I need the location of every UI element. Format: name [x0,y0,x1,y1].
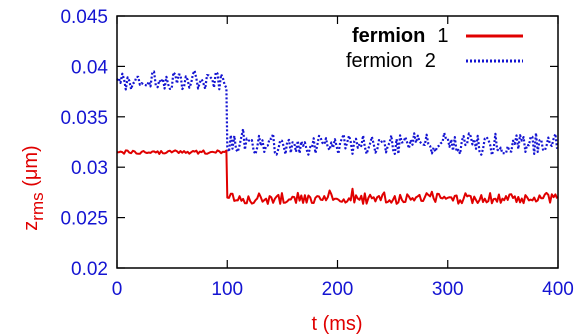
series-layer [116,69,559,205]
x-tick-label: 0 [112,279,123,300]
x-tick-label: 400 [542,279,574,300]
y-tick-label: 0.035 [60,108,108,129]
y-axis-label-main: z [20,221,42,231]
series-line-2 [116,69,559,157]
y-tick-label: 0.045 [60,7,108,28]
legend-label-series-1-index: 1 [437,25,448,47]
y-tick-label: 0.03 [71,158,108,179]
y-axis-label-unit: (μm) [20,145,42,192]
series-line-1 [117,149,559,205]
x-axis-ticks: 0 100 200 300 400 [112,16,574,300]
y-tick-label: 0.04 [71,57,108,78]
legend-label-series-2: fermion 2 [346,50,436,72]
legend-label-series-2-index: 2 [425,50,436,72]
y-tick-label: 0.02 [71,259,108,280]
legend: fermion 1 fermion 2 [346,25,523,72]
y-axis-label-subscript: rms [28,192,47,220]
legend-label-series-1: fermion 1 [352,25,448,47]
y-tick-label: 0.025 [60,209,108,230]
y-axis-ticks: 0.02 0.025 0.03 0.035 0.04 0.045 [60,7,558,280]
x-tick-label: 100 [211,279,243,300]
plot-frame [116,15,559,269]
x-axis-label: t (ms) [311,313,362,335]
x-tick-label: 300 [432,279,464,300]
legend-label-series-1-name: fermion [352,25,425,47]
legend-label-series-2-name: fermion [346,50,413,72]
y-axis-label: zrms (μm) [20,145,47,230]
x-tick-label: 200 [322,279,354,300]
